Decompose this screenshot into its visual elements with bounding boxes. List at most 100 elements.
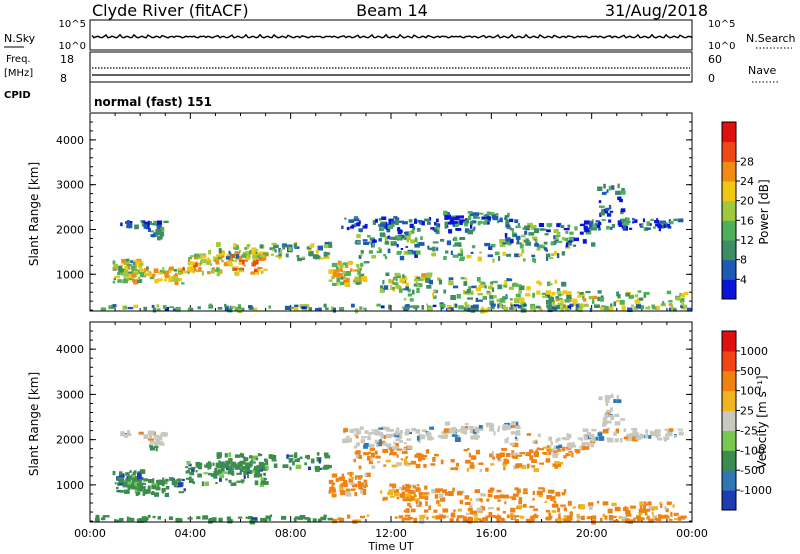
echo-cell [446, 240, 452, 246]
echo-cell [376, 442, 383, 447]
echo-cell [566, 433, 569, 438]
echo-cell [353, 428, 360, 432]
echo-cell [567, 500, 572, 506]
echo-cell [516, 284, 522, 287]
echo-cell [420, 236, 423, 240]
echo-cell [534, 243, 539, 247]
echo-cell [234, 251, 241, 255]
echo-cell [412, 289, 415, 295]
echo-cell [393, 492, 400, 497]
echo-cell [157, 440, 160, 445]
echo-cell [654, 432, 659, 437]
echo-cell [433, 226, 440, 229]
colorbar-tick-label: 24 [740, 175, 754, 188]
echo-cell [462, 518, 467, 522]
echo-cell [556, 305, 561, 310]
echo-cell [455, 228, 462, 231]
echo-cell [361, 276, 367, 281]
echo-cell [355, 430, 362, 434]
echo-cell [526, 463, 530, 469]
echo-cell [136, 482, 143, 487]
echo-cell [156, 308, 161, 311]
echo-cell [133, 478, 140, 481]
echo-cell [648, 435, 652, 439]
echo-cell [332, 272, 337, 278]
echo-cell [637, 290, 642, 293]
echo-cell [126, 433, 132, 436]
echo-cell [344, 437, 348, 441]
echo-cell [527, 518, 532, 523]
echo-cell [648, 505, 652, 511]
station-title: Clyde River (fitACF) [92, 1, 249, 20]
echo-cell [633, 517, 636, 522]
echo-cell [399, 493, 406, 498]
echo-cell [511, 283, 517, 287]
echo-cell [119, 518, 124, 522]
echo-cell [625, 292, 630, 297]
echo-cell [190, 466, 196, 469]
echo-cell [172, 308, 177, 311]
echo-cell [492, 456, 496, 460]
echo-cell [561, 446, 565, 452]
echo-cell [383, 496, 388, 501]
echo-cell [380, 490, 383, 494]
echo-cell [119, 490, 124, 493]
echo-cell [450, 459, 455, 463]
echo-cell [436, 247, 439, 251]
echo-cell [372, 239, 377, 242]
echo-cell [156, 230, 162, 236]
echo-cell [450, 295, 456, 300]
echo-cell [202, 515, 209, 520]
echo-cell [464, 304, 470, 308]
echo-cell [383, 435, 386, 439]
echo-cell [157, 226, 160, 229]
echo-cell [452, 217, 457, 220]
echo-cell [391, 446, 398, 451]
echo-cell [470, 290, 474, 296]
colorbar-tick-label: -100 [740, 444, 765, 457]
echo-cell [458, 428, 464, 432]
echo-cell [177, 269, 183, 273]
echo-cell [185, 477, 191, 480]
echo-cell [233, 243, 237, 248]
echo-cell [252, 461, 256, 464]
echo-cell [503, 299, 506, 304]
echo-cell [490, 281, 494, 286]
echo-cell [621, 187, 625, 191]
echo-cell [450, 216, 454, 221]
echo-cell [165, 486, 170, 490]
echo-cell [602, 417, 608, 421]
echo-cell [383, 254, 387, 257]
echo-cell [544, 233, 549, 236]
echo-cell [339, 263, 344, 269]
echo-cell [430, 463, 436, 466]
sky-noise-label: N.Sky [4, 32, 36, 45]
echo-cell [482, 517, 488, 521]
echo-cell [131, 481, 135, 486]
echo-cell [251, 250, 256, 255]
echo-cell [655, 429, 661, 434]
echo-cell [550, 441, 553, 446]
echo-cell [410, 460, 417, 465]
echo-cell [591, 242, 596, 247]
colorbar-swatch [722, 220, 736, 241]
colorbar-swatch [722, 470, 736, 491]
echo-cell [242, 259, 249, 262]
echo-cell [235, 266, 239, 270]
echo-cell [555, 439, 559, 443]
echo-cell [550, 304, 557, 308]
echo-cell [581, 441, 588, 445]
echo-cell [417, 219, 423, 223]
echo-cell [308, 250, 312, 253]
echo-cell [645, 429, 649, 434]
echo-cell [399, 440, 403, 443]
colorbar-frame [721, 330, 737, 511]
echo-cell [533, 508, 538, 512]
echo-cell [251, 247, 257, 252]
echo-cell [137, 279, 141, 283]
echo-cell [598, 200, 602, 204]
echo-cell [561, 236, 565, 241]
echo-cell [140, 220, 143, 223]
echo-cell [536, 280, 541, 284]
echo-cell [493, 295, 497, 299]
